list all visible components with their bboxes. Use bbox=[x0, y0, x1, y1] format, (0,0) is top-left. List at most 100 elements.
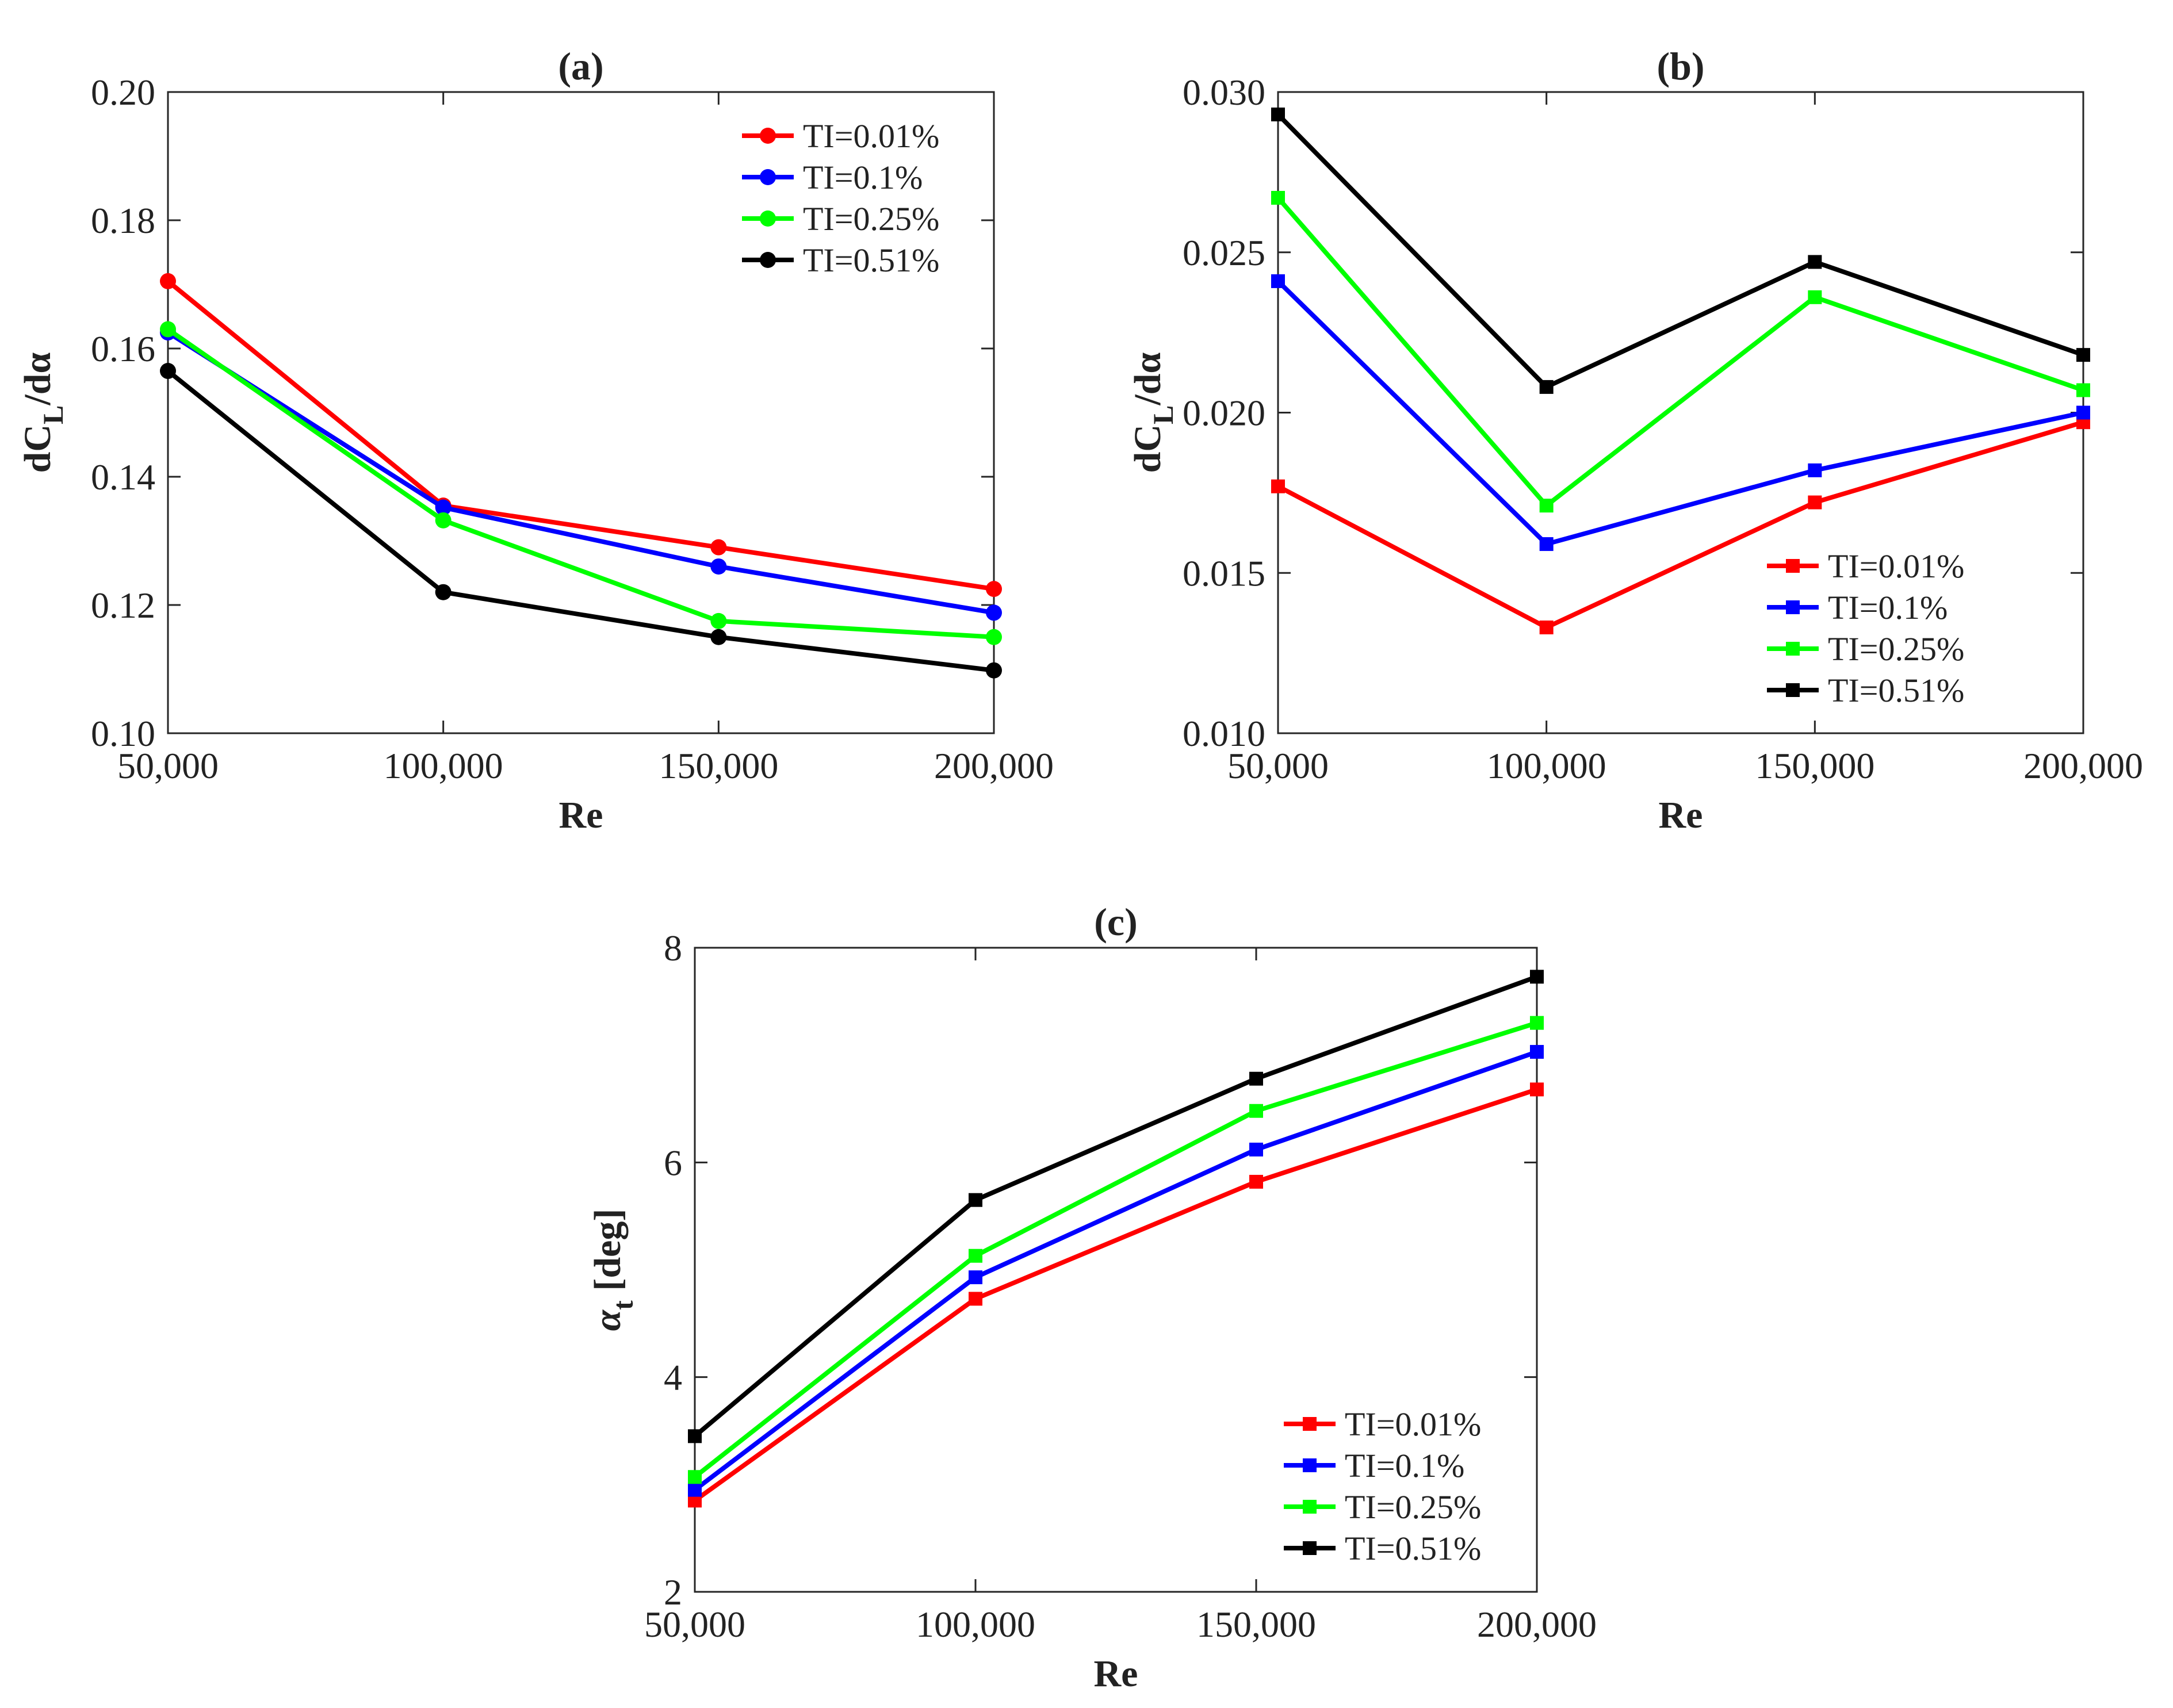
x-tick-label: 100,000 bbox=[1487, 745, 1606, 786]
legend-label: TI=0.51% bbox=[1828, 672, 1964, 709]
chart-c-legend: TI=0.01% TI=0.1% TI=0.25% TI=0.51% bbox=[1284, 1406, 1481, 1567]
series-line bbox=[1277, 420, 2084, 630]
data-point bbox=[160, 321, 176, 338]
data-point bbox=[2076, 383, 2090, 397]
legend-label: TI=0.25% bbox=[1345, 1488, 1481, 1526]
chart-a-axes-box bbox=[167, 91, 995, 734]
y-tick-label: 0.015 bbox=[1183, 553, 1265, 593]
x-tick-label: 100,000 bbox=[384, 745, 503, 786]
chart-a-title: (a) bbox=[558, 44, 603, 88]
data-point bbox=[986, 581, 1002, 598]
series-line bbox=[1276, 279, 2084, 547]
data-point bbox=[1808, 255, 1822, 269]
legend-marker bbox=[1786, 642, 1800, 656]
legend-label: TI=0.51% bbox=[803, 242, 939, 279]
series-line bbox=[693, 1020, 1538, 1479]
data-point bbox=[986, 629, 1002, 645]
data-point bbox=[710, 539, 727, 556]
series-b-2 bbox=[1271, 274, 2090, 552]
x-tick-label: 200,000 bbox=[2023, 745, 2143, 786]
x-tick-label: 150,000 bbox=[659, 745, 778, 786]
series-c-4 bbox=[688, 970, 1544, 1443]
legend-marker bbox=[1786, 600, 1800, 614]
data-point bbox=[969, 1249, 982, 1263]
x-tick-label: 200,000 bbox=[934, 745, 1054, 786]
series-line bbox=[166, 330, 994, 615]
chart-a-ylabel: dCL/dα bbox=[17, 353, 69, 473]
data-point bbox=[1271, 479, 1285, 493]
legend-marker bbox=[1303, 1500, 1317, 1514]
x-tick-label: 200,000 bbox=[1477, 1604, 1597, 1645]
data-point bbox=[2076, 348, 2090, 362]
y-tick-label: 0.14 bbox=[91, 457, 155, 497]
x-tick-label: 50,000 bbox=[1227, 745, 1329, 786]
series-line bbox=[166, 279, 994, 592]
legend-marker bbox=[1303, 1541, 1317, 1555]
data-point bbox=[1808, 463, 1822, 477]
chart-b: 50,000 100,000 150,000 200,000 0.010 0.015 0.0… bbox=[1127, 44, 2143, 836]
chart-c: 50,000 100,000 150,000 200,000 2 4 6 8 (c) Re αt [… bbox=[587, 900, 1597, 1695]
ylabel-main: dC bbox=[17, 424, 59, 473]
legend-label: TI=0.1% bbox=[1828, 589, 1948, 626]
data-point bbox=[1249, 1071, 1263, 1086]
chart-c-title: (c) bbox=[1094, 900, 1137, 944]
chart-c-axes-box bbox=[694, 947, 1538, 1593]
ylabel-main: dC bbox=[1127, 424, 1169, 473]
legend-label: TI=0.01% bbox=[1828, 547, 1964, 585]
legend-label: TI=0.1% bbox=[803, 159, 923, 196]
y-tick-label: 0.10 bbox=[91, 713, 155, 754]
series-b-4 bbox=[1271, 108, 2090, 394]
data-point bbox=[1249, 1142, 1263, 1156]
legend-marker bbox=[760, 169, 776, 185]
data-point bbox=[1271, 190, 1285, 205]
data-point bbox=[1539, 537, 1554, 552]
chart-b-ylabel: dCL/dα bbox=[1127, 353, 1179, 473]
legend-marker bbox=[1303, 1458, 1317, 1472]
legend-marker bbox=[1786, 683, 1800, 697]
y-tick-label: 2 bbox=[664, 1572, 682, 1613]
y-tick-label: 0.18 bbox=[91, 200, 155, 241]
x-tick-label: 50,000 bbox=[117, 745, 219, 786]
data-point bbox=[1539, 621, 1554, 635]
x-tick-label: 150,000 bbox=[1755, 745, 1874, 786]
data-point bbox=[435, 499, 452, 516]
legend-label: TI=0.51% bbox=[1345, 1530, 1481, 1567]
chart-b-legend: TI=0.01% TI=0.1% TI=0.25% TI=0.51% bbox=[1767, 547, 1964, 709]
data-point bbox=[1539, 380, 1554, 394]
legend-label: TI=0.25% bbox=[1828, 630, 1964, 668]
series-a-3 bbox=[160, 321, 1002, 645]
x-tick-label: 100,000 bbox=[916, 1604, 1035, 1645]
data-point bbox=[710, 629, 727, 645]
data-point bbox=[1539, 499, 1554, 513]
legend-marker bbox=[1786, 559, 1800, 573]
data-point bbox=[160, 273, 176, 289]
data-point bbox=[688, 1429, 702, 1443]
data-point bbox=[688, 1483, 702, 1497]
data-point bbox=[1249, 1174, 1263, 1189]
data-point bbox=[688, 1470, 702, 1484]
series-line bbox=[1276, 113, 2084, 389]
data-point bbox=[160, 363, 176, 380]
x-tick-label: 50,000 bbox=[644, 1604, 745, 1645]
data-point bbox=[1249, 1104, 1263, 1118]
ylabel-rest: [deg] bbox=[587, 1209, 629, 1300]
ylabel-rest: /dα bbox=[17, 353, 59, 406]
series-line bbox=[166, 327, 994, 639]
chart-c-ylabel: αt [deg] bbox=[587, 1209, 639, 1331]
y-tick-label: 4 bbox=[664, 1357, 682, 1398]
chart-c-xlabel: Re bbox=[1094, 1653, 1138, 1695]
ylabel-subscript: L bbox=[37, 405, 69, 424]
y-tick-label: 0.010 bbox=[1183, 713, 1265, 754]
y-tick-label: 0.020 bbox=[1183, 393, 1265, 434]
data-point bbox=[435, 512, 452, 529]
ylabel-main: α bbox=[587, 1309, 629, 1331]
data-point bbox=[710, 612, 727, 629]
legend-marker bbox=[760, 252, 776, 268]
series-b-1 bbox=[1271, 415, 2090, 635]
data-point bbox=[1808, 290, 1822, 304]
chart-b-xlabel: Re bbox=[1659, 794, 1703, 836]
ylabel-subscript: t bbox=[607, 1300, 639, 1310]
series-a-4 bbox=[160, 363, 1002, 679]
series-line bbox=[1276, 196, 2084, 508]
